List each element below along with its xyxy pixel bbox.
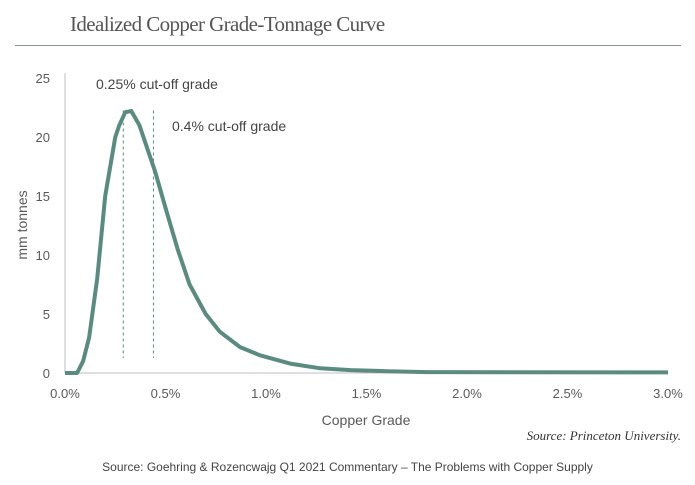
footer-source: Source: Goehring & Rozencwajg Q1 2021 Co… [102, 460, 593, 474]
y-tick-label: 5 [43, 307, 50, 322]
x-tick-label: 0.5% [151, 386, 181, 401]
source-note: Source: Princeton University. [526, 428, 681, 443]
x-tick-label: 1.5% [352, 386, 382, 401]
x-tick-label: 3.0% [653, 386, 683, 401]
x-tick-label: 1.0% [251, 386, 281, 401]
y-axis-label: mm tonnes [14, 190, 30, 259]
x-tick-label: 2.0% [452, 386, 482, 401]
chart-title: Idealized Copper Grade-Tonnage Curve [70, 12, 385, 36]
x-axis-label: Copper Grade [322, 412, 411, 428]
y-tick-label: 25 [36, 71, 50, 86]
cutoff-label: 0.25% cut-off grade [96, 76, 218, 92]
y-tick-label: 0 [43, 366, 50, 381]
cutoff-label: 0.4% cut-off grade [172, 118, 286, 134]
y-tick-label: 15 [36, 189, 50, 204]
x-tick-label: 2.5% [553, 386, 583, 401]
y-tick-label: 10 [36, 248, 50, 263]
series-line-tonnage [65, 109, 669, 375]
y-tick-label: 20 [36, 130, 50, 145]
x-tick-label: 0.0% [50, 386, 80, 401]
title-divider [15, 45, 681, 46]
